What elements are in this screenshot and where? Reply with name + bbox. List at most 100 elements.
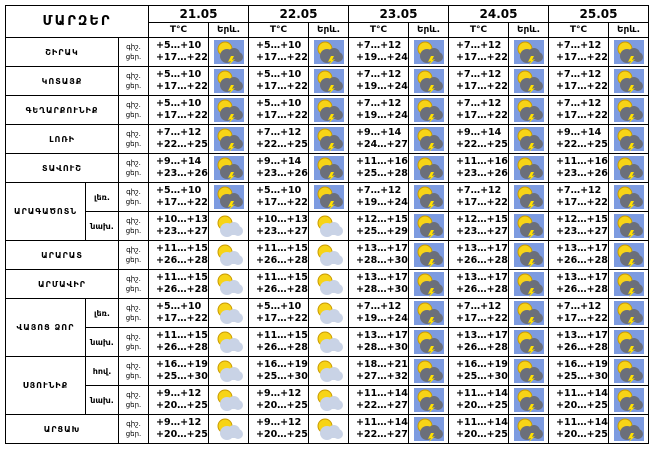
day-temp: +20…+25 (456, 429, 508, 440)
night-temp: +16…+19 (556, 359, 608, 370)
icon-cell (408, 356, 449, 386)
day-temp: +19…+24 (356, 52, 408, 63)
night-temp: +9…+12 (256, 417, 302, 428)
title: ՄԱՐԶԵՐ (5, 5, 149, 38)
time-label: ցեր. (125, 401, 142, 409)
temperature: +5…+10 +17…+22 (148, 182, 209, 212)
sub-area: նախ. (85, 211, 119, 241)
region-name: ԿՈՏԱՅՔ (5, 66, 119, 96)
date: 24.05 (448, 5, 549, 23)
region-row: ԱՐԱՐԱՏ գիշ. ցեր. +11…+15 +26…+28 +11…+15 +26…+… (5, 240, 649, 270)
day-temp: +26…+28 (456, 342, 508, 353)
weather-icon (413, 127, 444, 152)
temperature: +7…+12 +17…+22 (448, 37, 509, 67)
icon-cell (608, 37, 649, 67)
day-temp: +20…+25 (256, 429, 308, 440)
temperature: +7…+12 +22…+25 (148, 124, 209, 154)
temperature: +7…+12 +17…+22 (448, 298, 509, 328)
time-labels: գիշ. ցեր. (118, 95, 149, 125)
icon-cell (408, 182, 449, 212)
region-row: ԱՐՄԱՎԻՐ գիշ. ցեր. +11…+15 +26…+28 +11…+15 +26…… (5, 269, 649, 299)
region-row: նախ. գիշ. ցեր. +10…+13 +23…+27 +10…+13 +23…+27… (6, 211, 649, 241)
icon-bolt (427, 114, 435, 123)
day-temp: +17…+22 (556, 81, 608, 92)
night-temp: +9…+14 (556, 127, 602, 138)
icon-bolt (427, 172, 435, 181)
icon-bolt (327, 114, 335, 123)
time-label: ցեր. (125, 372, 142, 380)
day-temp: +20…+25 (156, 400, 208, 411)
temperature: +11…+14 +20…+25 (548, 385, 609, 415)
region-row: նախ. գիշ. ցեր. +11…+15 +26…+28 +11…+15 +26…+28… (6, 327, 649, 357)
icon-cell (208, 356, 249, 386)
region-row: ԼՈՌԻ գիշ. ցեր. +7…+12 +22…+25 +7…+12 +22…+25 +9… (5, 124, 649, 154)
weather-icon (413, 98, 444, 123)
day-temp: +23…+27 (456, 226, 508, 237)
icon-cloud (321, 287, 342, 293)
night-temp: +16…+19 (156, 359, 208, 370)
time-labels: գիշ. ցեր. (118, 327, 149, 357)
night-temp: +5…+10 (256, 185, 302, 196)
night-temp: +13…+17 (556, 330, 608, 341)
temperature: +11…+15 +26…+28 (248, 327, 309, 357)
day-temp: +22…+27 (356, 400, 408, 411)
icon-cell (608, 327, 649, 357)
date: 21.05 (148, 5, 249, 23)
icon-cell (508, 356, 549, 386)
icon-cell (208, 153, 249, 183)
temperature: +7…+12 +17…+22 (548, 95, 609, 125)
day-temp: +24…+27 (356, 139, 408, 150)
temperature: +7…+12 +17…+22 (548, 66, 609, 96)
time-label: գիշ. (126, 72, 141, 80)
date: 25.05 (548, 5, 649, 23)
weather-icon (613, 330, 644, 355)
icon-cell (508, 153, 549, 183)
night-temp: +16…+19 (456, 359, 508, 370)
icon-cell (408, 37, 449, 67)
icon-cell (308, 211, 349, 241)
temperature: +9…+12 +20…+25 (248, 385, 309, 415)
icon-cloud (221, 403, 242, 409)
weather-icon (613, 301, 644, 326)
icon-cell (508, 327, 549, 357)
day-temp: +17…+22 (256, 197, 308, 208)
sub-area: նախ. (85, 327, 119, 357)
day-temp: +17…+22 (256, 110, 308, 121)
weather-icon (317, 302, 343, 324)
weather-icon (317, 360, 343, 382)
weather-icon (413, 243, 444, 268)
day-temp: +26…+28 (556, 255, 608, 266)
night-temp: +12…+15 (556, 214, 608, 225)
icon-header: Երև. (408, 22, 449, 38)
weather-icon (613, 69, 644, 94)
weather-icon (613, 127, 644, 152)
forecast-table: ՄԱՐԶԵՐ 21.05 22.05 23.05 24.05 25.05 T°C Երև. T°… (5, 5, 649, 444)
icon-bolt (427, 404, 435, 413)
temperature: +7…+12 +19…+24 (348, 298, 409, 328)
night-temp: +9…+12 (156, 388, 202, 399)
time-label: գիշ. (126, 217, 141, 225)
time-label: գիշ. (126, 333, 141, 341)
icon-cell (608, 298, 649, 328)
temperature: +11…+15 +26…+28 (148, 327, 209, 357)
temperature: +9…+14 +22…+25 (448, 124, 509, 154)
icon-bolt (227, 56, 235, 65)
icon-cell (608, 66, 649, 96)
weather-icon (413, 40, 444, 65)
night-temp: +11…+15 (156, 272, 208, 283)
temperature: +5…+10 +17…+22 (248, 298, 309, 328)
temperature: +13…+17 +28…+30 (348, 269, 409, 299)
temperature: +13…+17 +26…+28 (448, 240, 509, 270)
temperature: +11…+14 +20…+25 (448, 414, 509, 444)
region-row: ՇԻՐԱԿ գիշ. ցեր. +5…+10 +17…+22 +5…+10 +17…+22 +… (5, 37, 649, 67)
icon-cloud (321, 432, 342, 438)
icon-cell (608, 240, 649, 270)
temperature: +9…+12 +20…+25 (148, 414, 209, 444)
region-row: ԱՐՑԱԽ գիշ. ցեր. +9…+12 +20…+25 +9…+12 +20…+25 +… (5, 414, 649, 444)
icon-bolt (427, 259, 435, 268)
night-temp: +11…+14 (356, 388, 408, 399)
temp-header: T°C (548, 22, 609, 38)
weather-icon (613, 40, 644, 65)
icon-bolt (427, 317, 435, 326)
